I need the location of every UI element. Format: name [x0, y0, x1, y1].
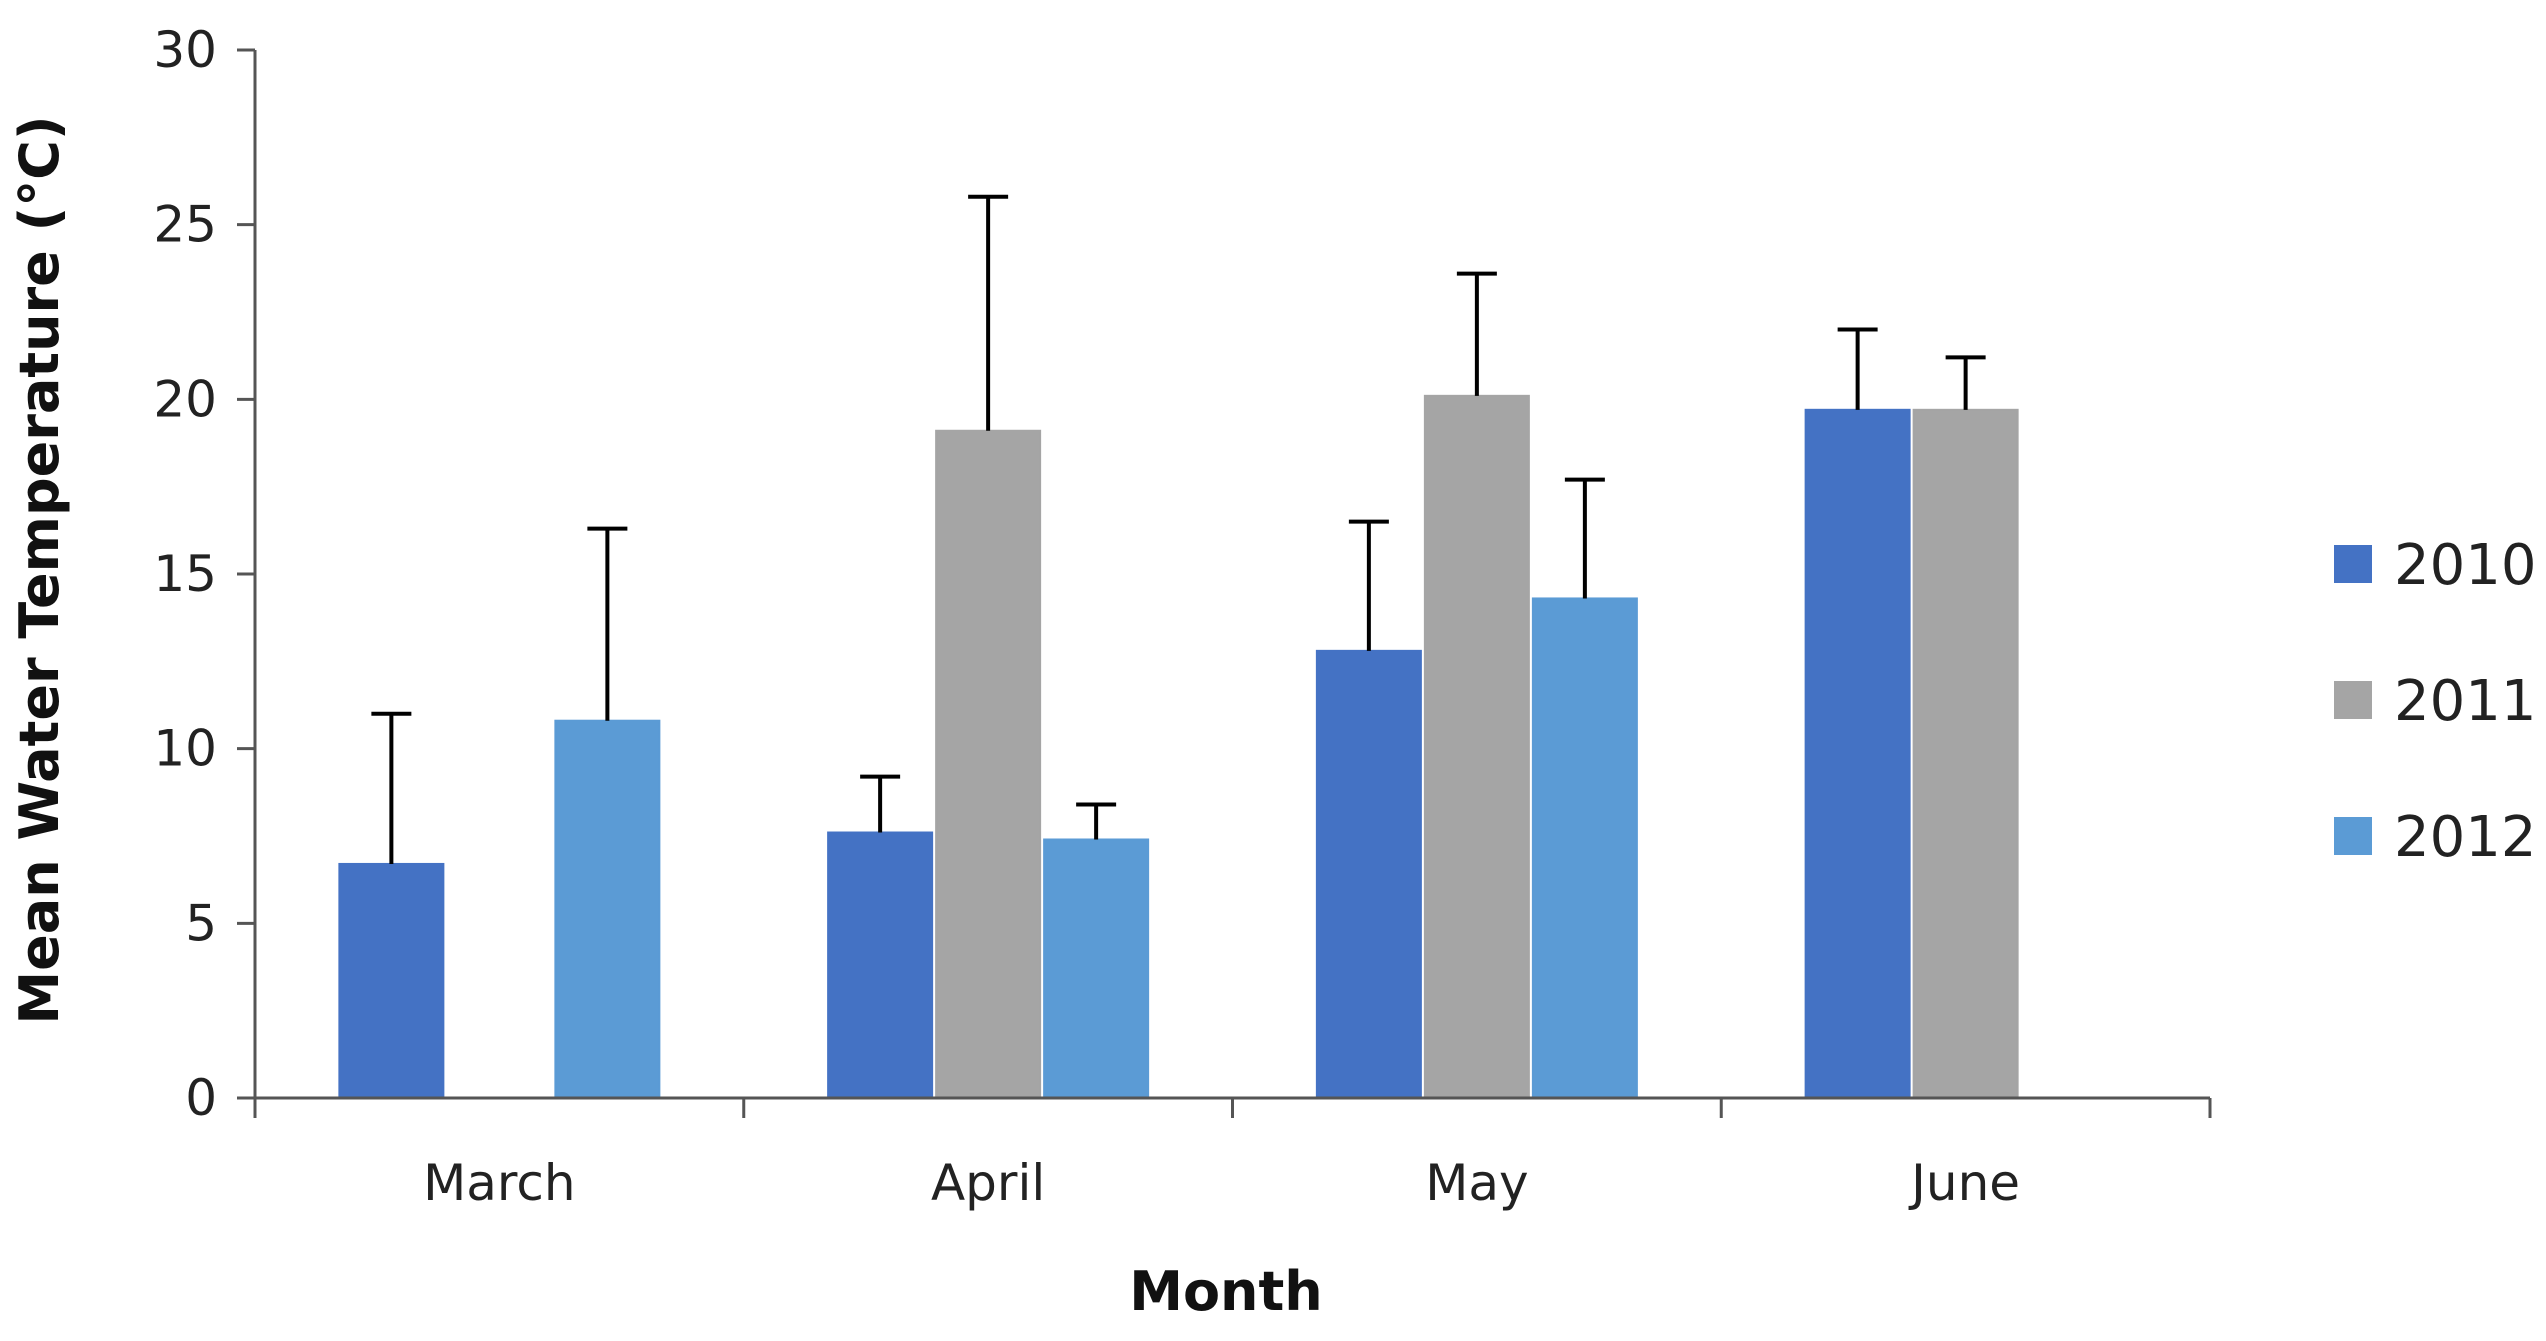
- bar-2011-june: [1912, 408, 2019, 1099]
- legend-swatch-2010: [2334, 545, 2372, 583]
- legend-label-2012: 2012: [2394, 805, 2537, 870]
- x-axis-ticks: March April May June: [253, 1098, 2212, 1212]
- bar-2012-may: [1531, 597, 1638, 1099]
- legend-swatch-2011: [2334, 681, 2372, 719]
- x-tick-label: May: [1425, 1154, 1528, 1212]
- legend-label-2011: 2011: [2394, 669, 2537, 734]
- bars-layer: [338, 394, 2019, 1100]
- y-axis-title: Mean Water Temperature (°C): [8, 115, 71, 1024]
- bar-2010-april: [827, 831, 934, 1099]
- bar-2012-march: [554, 719, 661, 1099]
- x-tick-label: April: [931, 1154, 1045, 1212]
- x-tick-label: March: [423, 1154, 575, 1212]
- x-axis-title: Month: [1129, 1260, 1323, 1323]
- bar-2011-april: [935, 429, 1042, 1100]
- legend-swatch-2012: [2334, 817, 2372, 855]
- bar-2011-may: [1423, 394, 1530, 1099]
- bar-2010-march: [338, 862, 445, 1099]
- y-tick-label: 25: [153, 196, 217, 254]
- legend-label-2010: 2010: [2394, 533, 2537, 598]
- x-tick-label: June: [1908, 1154, 2020, 1212]
- error-bars-layer: [371, 194, 1986, 864]
- y-tick-label: 15: [153, 545, 217, 603]
- y-tick-label: 30: [153, 21, 217, 79]
- y-tick-label: 5: [185, 894, 217, 952]
- y-tick-label: 0: [185, 1069, 217, 1127]
- bar-2010-june: [1804, 408, 1911, 1099]
- y-axis-ticks: 0 5 10 15 20 25 30: [153, 21, 255, 1127]
- bar-2010-may: [1315, 649, 1422, 1099]
- y-tick-label: 10: [153, 720, 217, 778]
- legend: 2010 2011 2012: [2334, 533, 2537, 870]
- bar-2012-april: [1043, 838, 1150, 1099]
- y-tick-label: 20: [153, 370, 217, 428]
